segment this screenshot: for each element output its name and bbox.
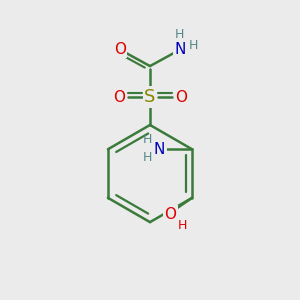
Text: O: O xyxy=(113,89,125,104)
Text: O: O xyxy=(114,42,126,57)
Text: H: H xyxy=(189,39,198,52)
Text: H: H xyxy=(142,151,152,164)
Text: S: S xyxy=(144,88,156,106)
Text: H: H xyxy=(177,219,187,232)
Text: H: H xyxy=(175,28,184,41)
Text: O: O xyxy=(164,206,176,221)
Text: N: N xyxy=(154,142,165,157)
Text: O: O xyxy=(175,89,187,104)
Text: H: H xyxy=(142,133,152,146)
Text: N: N xyxy=(175,42,186,57)
